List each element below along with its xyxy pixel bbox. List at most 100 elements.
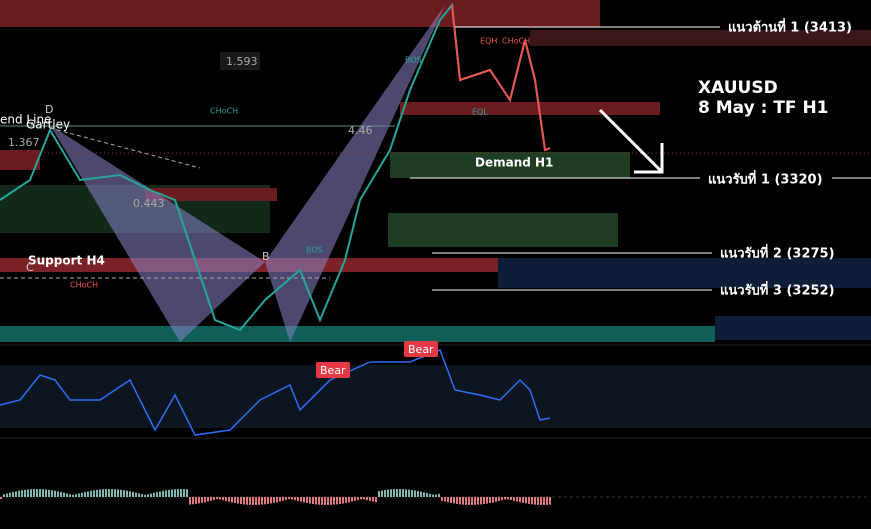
histogram-bar — [27, 489, 29, 497]
supply-zone — [145, 188, 277, 201]
histogram-bar — [384, 489, 386, 497]
histogram-bar — [132, 491, 134, 497]
supply-zone — [530, 30, 871, 46]
histogram-bar — [327, 497, 329, 505]
ratio: 1.367 — [8, 136, 40, 149]
histogram-bar — [207, 497, 209, 502]
arrow — [598, 108, 664, 174]
histogram-bar — [168, 489, 170, 497]
pattern-point: C — [26, 261, 34, 274]
histogram-bar — [396, 489, 398, 497]
supply-zone — [0, 150, 40, 170]
demand-zone — [388, 213, 618, 247]
histogram-bar — [516, 497, 518, 502]
histogram-bar — [534, 497, 536, 505]
histogram-bar — [480, 497, 482, 505]
structure-label: CHoCH — [70, 281, 98, 290]
histogram-bar — [282, 497, 284, 501]
histogram-bar — [483, 497, 485, 505]
histogram-bar — [234, 497, 236, 504]
histogram-bar — [180, 489, 182, 497]
histogram-bar — [273, 497, 275, 503]
histogram-bar — [261, 497, 263, 505]
histogram-bar — [510, 497, 512, 501]
histogram-bar — [498, 497, 500, 501]
histogram-bar — [135, 492, 137, 497]
histogram-bar — [57, 491, 59, 497]
histogram-bar — [138, 493, 140, 497]
histogram-bar — [324, 497, 326, 505]
histogram-bar — [63, 492, 65, 497]
pattern-line: end Line — [0, 113, 51, 127]
histogram-bar — [24, 489, 26, 497]
histogram-bar — [213, 497, 215, 500]
histogram-bar — [165, 490, 167, 497]
histogram-bar — [456, 497, 458, 504]
signal-label: Bear — [320, 364, 346, 377]
histogram-bar — [309, 497, 311, 504]
histogram-bar — [219, 497, 221, 500]
histogram-bar — [156, 492, 158, 497]
histogram-bar — [126, 490, 128, 497]
histogram-bar — [99, 489, 101, 497]
histogram-bar — [492, 497, 494, 503]
histogram-bar — [489, 497, 491, 504]
histogram-bar — [522, 497, 524, 503]
pattern-name: Gartley — [26, 118, 70, 132]
zone-label: Support H4 — [28, 254, 105, 268]
trend-line — [49, 127, 201, 169]
histogram-bar — [252, 497, 254, 505]
histogram-bar — [45, 489, 47, 497]
histogram-bar — [339, 497, 341, 504]
histogram-bar — [90, 490, 92, 497]
histogram-bar — [48, 489, 50, 497]
signal-label: Bear — [408, 343, 434, 356]
ratio: 1.593 — [226, 55, 258, 68]
histogram-bar — [477, 497, 479, 505]
level-label: แนวรับที่ 3 (3252) — [720, 281, 835, 299]
histogram-bar — [225, 497, 227, 502]
histogram-bar — [546, 497, 548, 505]
histogram-bar — [504, 497, 506, 500]
histogram-bar — [123, 490, 125, 497]
structure-label: CHoCH — [210, 107, 238, 116]
zone-label: Demand H1 — [475, 156, 553, 170]
histogram-bar — [6, 493, 8, 497]
histogram-bar — [507, 497, 509, 500]
histogram-bar — [36, 489, 38, 497]
histogram-bar — [540, 497, 542, 505]
histogram-bar — [531, 497, 533, 505]
histogram-bar — [291, 497, 293, 500]
histogram-bar — [354, 497, 356, 501]
histogram-bar — [432, 494, 434, 497]
histogram-bar — [54, 490, 56, 497]
histogram-bar — [246, 497, 248, 505]
histogram-bar — [159, 491, 161, 497]
histogram-bar — [105, 489, 107, 497]
histogram-bar — [12, 492, 14, 497]
level-label: แนวรับที่ 2 (3275) — [720, 244, 835, 262]
histogram-bar — [21, 490, 23, 497]
histogram-bar — [96, 489, 98, 497]
histogram-bar — [267, 497, 269, 504]
rsi-band — [0, 365, 871, 428]
histogram-bar — [486, 497, 488, 504]
pattern-shape — [265, 5, 445, 342]
histogram-bar — [357, 497, 359, 501]
histogram-bar — [420, 491, 422, 497]
ratio: 4.46 — [348, 124, 373, 137]
histogram-bar — [198, 497, 200, 504]
ratio-box — [220, 52, 260, 70]
support-zone — [0, 326, 715, 342]
histogram-bar — [120, 489, 122, 497]
histogram-bar — [441, 497, 443, 501]
histogram-bar — [144, 494, 146, 497]
histogram-bar — [177, 489, 179, 497]
histogram-bar — [312, 497, 314, 505]
histogram-bar — [210, 497, 212, 501]
histogram-bar — [330, 497, 332, 505]
histogram-bar — [393, 489, 395, 497]
histogram-bar — [438, 493, 440, 497]
histogram-bar — [501, 497, 503, 501]
histogram-bar — [321, 497, 323, 505]
